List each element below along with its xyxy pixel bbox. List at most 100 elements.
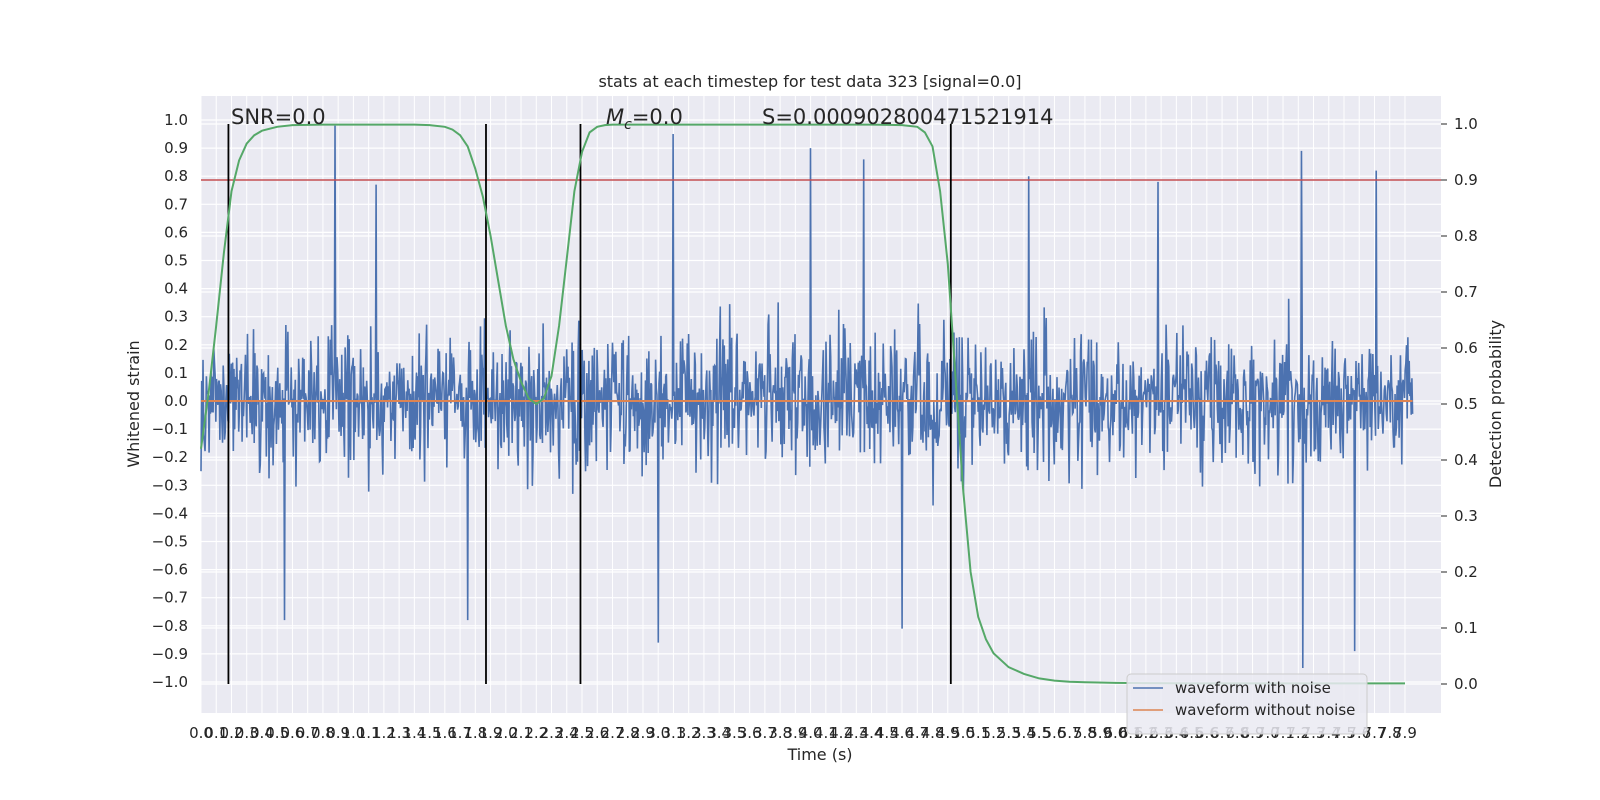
x-tick-label: 2.8: [616, 724, 640, 742]
y-tick-label: 0.8: [164, 167, 188, 185]
x-tick-label: 2.4: [555, 724, 579, 742]
x-tick-label: 5.6: [1043, 724, 1067, 742]
x-tick-label: 1.9: [479, 724, 503, 742]
waveform-trace: [200, 125, 1414, 668]
y-tick-label: 0.0: [164, 392, 188, 410]
x-tick-label: 3.7: [753, 724, 777, 742]
x-tick-label: 1.0: [341, 724, 365, 742]
x-tick-label: 1.5: [418, 724, 442, 742]
x-tick-label: 2.5: [570, 724, 594, 742]
detection-probability-line: [200, 123, 1405, 685]
s-annotation: S=0.000902800471521914: [762, 105, 1053, 129]
y-tick-label: 0.7: [164, 195, 188, 213]
y2-tick-label: 1.0: [1454, 115, 1478, 133]
x-tick-label: 5.7: [1058, 724, 1082, 742]
legend-label-noise: waveform with noise: [1175, 679, 1331, 697]
y-tick-label: −1.0: [152, 673, 188, 691]
y2-tick-label: 0.1: [1454, 619, 1478, 637]
x-tick-label: 5.1: [966, 724, 990, 742]
y-tick-label: −0.6: [152, 561, 188, 579]
x-tick-label: 0.0: [189, 724, 213, 742]
chirp-mass-annotation: Mc=0.0: [606, 105, 683, 133]
y2-tick-label: 0.3: [1454, 507, 1478, 525]
y2-tick-label: 0.9: [1454, 171, 1478, 189]
x-tick-label: 6.0: [1103, 724, 1127, 742]
x-tick-label: 0.7: [296, 724, 320, 742]
chart-title: stats at each timestep for test data 323…: [598, 72, 1021, 91]
x-tick-label: 4.7: [905, 724, 929, 742]
x-tick-label: 2.9: [631, 724, 655, 742]
y-tick-label: 0.2: [164, 336, 188, 354]
y-axis-label: Whitened strain: [124, 340, 143, 467]
x-tick-label: 7.7: [1363, 724, 1387, 742]
y-tick-label: −0.4: [152, 504, 188, 522]
x-tick-label: 1.8: [463, 724, 487, 742]
x-tick-label: 5.9: [1088, 724, 1112, 742]
x-tick-label: 4.2: [829, 724, 853, 742]
x-tick-label: 1.3: [387, 724, 411, 742]
x-tick-label: 0.6: [281, 724, 305, 742]
y-axis-ticks: −1.0 −0.9 −0.8 −0.7 −0.6 −0.5 −0.4 −0.3 −0.2 −0.1…: [152, 111, 188, 691]
x-tick-label: 3.6: [738, 724, 762, 742]
y2-tick-label: 0.6: [1454, 339, 1478, 357]
chirp-mass-symbol: M: [606, 105, 624, 129]
x-tick-label: 4.3: [844, 724, 868, 742]
x-tick-label: 1.6: [433, 724, 457, 742]
x-tick-label: 0.2: [220, 724, 244, 742]
x-tick-label: 3.2: [677, 724, 701, 742]
x-tick-label: 0.1: [204, 724, 228, 742]
y2-tick-label: 0.7: [1454, 283, 1478, 301]
x-tick-label: 2.7: [601, 724, 625, 742]
y-tick-label: −0.9: [152, 645, 188, 663]
y-tick-label: −0.2: [152, 448, 188, 466]
y2-tick-label: 0.4: [1454, 451, 1478, 469]
x-tick-label: 2.6: [585, 724, 609, 742]
x-tick-label: 7.9: [1393, 724, 1417, 742]
x-tick-label: 1.4: [402, 724, 426, 742]
y2-tick-label: 0.0: [1454, 675, 1478, 693]
x-tick-label: 5.8: [1073, 724, 1097, 742]
y-tick-label: 0.9: [164, 139, 188, 157]
y-tick-label: −0.8: [152, 617, 188, 635]
y-tick-label: 0.1: [164, 364, 188, 382]
y2-axis-label: Detection probability: [1486, 320, 1505, 488]
x-tick-label: 2.2: [524, 724, 548, 742]
x-tick-label: 0.5: [265, 724, 289, 742]
x-tick-label: 5.2: [982, 724, 1006, 742]
x-tick-label: 5.0: [951, 724, 975, 742]
y-tick-label: 0.3: [164, 308, 188, 326]
x-tick-label: 2.0: [494, 724, 518, 742]
x-tick-label: 5.5: [1027, 724, 1051, 742]
x-tick-label: 0.8: [311, 724, 335, 742]
x-tick-label: 3.4: [707, 724, 731, 742]
x-tick-label: 1.2: [372, 724, 396, 742]
x-tick-label: 4.9: [936, 724, 960, 742]
y-tick-label: 0.5: [164, 252, 188, 270]
x-tick-label: 2.1: [509, 724, 533, 742]
x-tick-label: 4.6: [890, 724, 914, 742]
x-tick-label: 3.3: [692, 724, 716, 742]
y-tick-label: 1.0: [164, 111, 188, 129]
x-tick-label: 3.0: [646, 724, 670, 742]
y-tick-label: −0.7: [152, 589, 188, 607]
y2-axis-ticks: 0.0 0.1 0.2 0.3 0.4 0.5 0.6 0.7 0.8 0.9 1.0: [1441, 115, 1478, 693]
x-tick-label: 4.8: [921, 724, 945, 742]
x-tick-label: 0.9: [326, 724, 350, 742]
x-tick-label: 0.4: [250, 724, 274, 742]
y-tick-label: −0.1: [152, 420, 188, 438]
x-tick-label: 7.8: [1378, 724, 1402, 742]
x-axis-label: Time (s): [786, 745, 852, 764]
x-tick-label: 3.8: [768, 724, 792, 742]
x-tick-label: 4.5: [875, 724, 899, 742]
y-tick-label: −0.5: [152, 533, 188, 551]
x-tick-label: 5.4: [1012, 724, 1036, 742]
x-tick-label: 3.1: [662, 724, 686, 742]
y2-tick-label: 0.2: [1454, 563, 1478, 581]
x-tick-label: 4.4: [860, 724, 884, 742]
legend-label-clean: waveform without noise: [1175, 701, 1355, 719]
y2-tick-label: 0.5: [1454, 395, 1478, 413]
x-tick-label: 5.3: [997, 724, 1021, 742]
chirp-mass-subscript: c: [624, 117, 632, 133]
x-tick-label: 1.7: [448, 724, 472, 742]
